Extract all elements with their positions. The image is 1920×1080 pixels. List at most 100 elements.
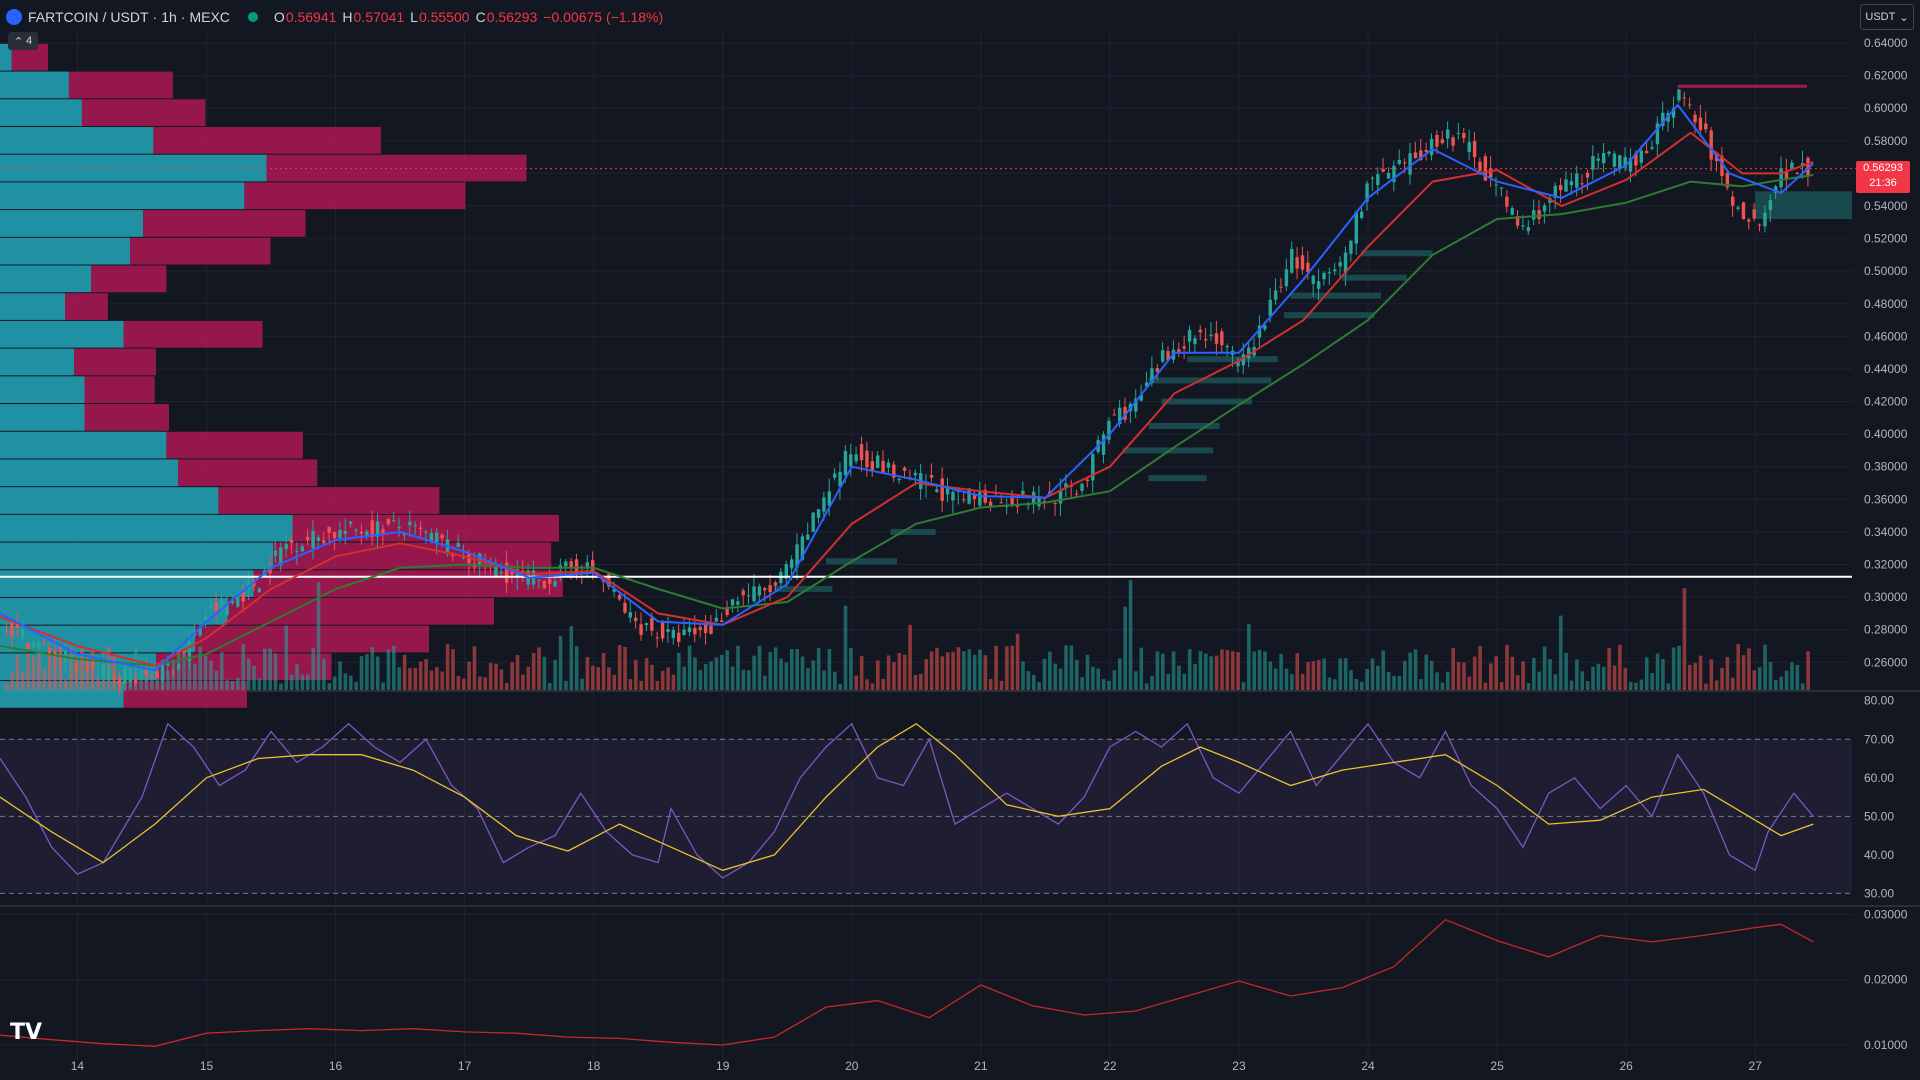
volume-bar bbox=[703, 664, 708, 690]
volume-profile-down-bar bbox=[227, 597, 494, 625]
interval[interactable]: 1h bbox=[161, 9, 177, 25]
candle-body bbox=[1591, 155, 1595, 170]
volume-bar bbox=[219, 652, 224, 690]
volume-bar bbox=[1171, 651, 1176, 690]
ohlc-change: −0.00675 (−1.18%) bbox=[543, 9, 664, 25]
volume-bar bbox=[1558, 615, 1563, 690]
symbol-header[interactable]: FARTCOIN / USDT · 1h · MEXC O 0.56941 H 0.… bbox=[6, 6, 663, 28]
volume-bar bbox=[623, 646, 627, 690]
volume-bar bbox=[1015, 633, 1020, 690]
volume-bar bbox=[1661, 659, 1665, 690]
volume-bar bbox=[397, 667, 402, 690]
candle-body bbox=[1763, 212, 1767, 227]
candle-body bbox=[1015, 505, 1020, 507]
volume-bar bbox=[1800, 683, 1805, 690]
candle-body bbox=[1424, 150, 1428, 152]
candle-body bbox=[1644, 151, 1649, 154]
candle-body bbox=[214, 602, 218, 612]
volume-bar bbox=[510, 662, 514, 690]
volume-bar bbox=[741, 669, 746, 690]
candle-body bbox=[1155, 368, 1160, 372]
ohlc-low: 0.55500 bbox=[418, 9, 470, 25]
volume-bar bbox=[757, 645, 762, 690]
y-tick-label: 0.30000 bbox=[1864, 590, 1908, 604]
volume-bar bbox=[1731, 677, 1735, 690]
volume-bar bbox=[1736, 644, 1740, 690]
candle-body bbox=[322, 540, 326, 544]
candle-body bbox=[381, 528, 385, 535]
volume-profile-up-bar bbox=[0, 404, 85, 431]
volume-bar bbox=[1230, 651, 1235, 690]
volume-bar bbox=[198, 646, 203, 690]
candle-body bbox=[1456, 132, 1461, 134]
candle-body bbox=[843, 450, 848, 476]
candle-body bbox=[418, 527, 423, 529]
volume-bar bbox=[660, 670, 665, 690]
candle-body bbox=[757, 586, 762, 596]
volume-bar bbox=[929, 651, 934, 690]
y-tick-label: 0.34000 bbox=[1864, 525, 1908, 539]
volume-bar bbox=[1091, 666, 1095, 690]
candle-body bbox=[1037, 496, 1041, 507]
candle-body bbox=[682, 629, 686, 635]
volume-bar bbox=[886, 655, 891, 690]
volume-bar bbox=[413, 667, 418, 690]
tradingview-logo-icon[interactable]: TV bbox=[10, 1020, 43, 1045]
collapse-indicators-button[interactable]: ⌃ 4 bbox=[8, 32, 38, 50]
y-tick-label: 0.64000 bbox=[1864, 36, 1908, 50]
y-tick-label: 0.62000 bbox=[1864, 69, 1908, 83]
candle-body bbox=[1779, 168, 1783, 188]
y-tick-label: 0.46000 bbox=[1864, 329, 1908, 343]
candle-body bbox=[101, 663, 106, 680]
volume-bar bbox=[1510, 656, 1515, 690]
volume-bar bbox=[182, 649, 186, 690]
volume-bar bbox=[1064, 645, 1068, 690]
candle-body bbox=[241, 591, 245, 602]
candle-body bbox=[133, 679, 138, 684]
volume-bar bbox=[526, 666, 531, 690]
candle-body bbox=[617, 594, 622, 600]
currency-button[interactable]: USDT ⌄ bbox=[1860, 4, 1914, 30]
volume-bar bbox=[972, 654, 977, 690]
y-tick-label: 0.42000 bbox=[1864, 395, 1908, 409]
volume-bar bbox=[1413, 649, 1418, 690]
chevron-down-icon: ⌄ bbox=[1899, 11, 1909, 24]
volume-bar bbox=[1225, 650, 1230, 690]
volume-bar bbox=[1591, 666, 1595, 690]
volume-profile-down-bar bbox=[153, 127, 381, 154]
volume-bar bbox=[359, 655, 364, 690]
volume-profile-down-bar bbox=[84, 404, 169, 431]
volume-bar bbox=[795, 649, 799, 690]
x-tick-label: 18 bbox=[587, 1059, 601, 1073]
candle-body bbox=[1688, 104, 1692, 106]
liquidity-block bbox=[1342, 274, 1407, 281]
volume-bar bbox=[1774, 679, 1778, 690]
volume-bar bbox=[80, 647, 84, 690]
x-tick-label: 23 bbox=[1232, 1059, 1246, 1073]
candle-body bbox=[1101, 434, 1106, 455]
volume-bar bbox=[978, 649, 982, 690]
candle-body bbox=[1553, 185, 1557, 198]
y-tick-label: 0.60000 bbox=[1864, 101, 1908, 115]
candle-body bbox=[499, 572, 503, 574]
volume-bar bbox=[20, 670, 25, 690]
volume-bar bbox=[139, 669, 143, 690]
volume-bar bbox=[698, 670, 703, 690]
liquidity-block bbox=[1148, 423, 1220, 429]
candle-body bbox=[1214, 333, 1219, 344]
volume-profile-up-bar bbox=[0, 487, 219, 514]
candle-body bbox=[859, 444, 864, 461]
candle-body bbox=[1241, 354, 1246, 366]
volume-bar bbox=[1709, 659, 1714, 690]
candle-body bbox=[1381, 168, 1385, 172]
volume-bar bbox=[1107, 680, 1111, 690]
candle-body bbox=[1661, 112, 1665, 126]
candle-body bbox=[1650, 147, 1654, 149]
volume-bar bbox=[478, 676, 482, 690]
candle-body bbox=[327, 526, 331, 533]
volume-bar bbox=[402, 654, 407, 690]
candle-body bbox=[623, 602, 627, 613]
volume-bar bbox=[1220, 649, 1224, 690]
candle-body bbox=[10, 619, 14, 637]
